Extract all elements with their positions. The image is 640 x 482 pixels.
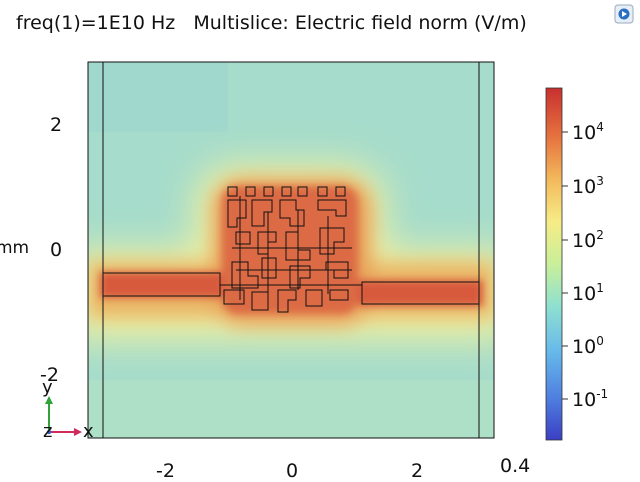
colorbar-label-1e4: 104 <box>572 120 604 144</box>
triad-y-label: y <box>42 377 53 398</box>
field-map <box>88 62 494 438</box>
y-tick-minus-2: -2 <box>40 364 59 386</box>
colorbar-label-1e0: 100 <box>572 334 604 358</box>
geometry-outline <box>87 61 495 439</box>
colorbar-label-1e-1: 10-1 <box>572 387 609 411</box>
triad-x-label: x <box>83 421 94 442</box>
triad-z-label: z <box>43 421 53 442</box>
x-tick-2: 2 <box>411 460 424 482</box>
frequency-label: freq(1)=1E10 Hz <box>16 12 176 34</box>
colorbar <box>545 87 563 441</box>
view-toggle-icon[interactable] <box>614 4 634 24</box>
x-extra-tick: 0.4 <box>500 455 531 477</box>
y-tick-0: 0 <box>50 239 63 261</box>
colorbar-label-1e1: 101 <box>572 281 604 305</box>
axis-triad <box>45 396 82 436</box>
plot-name: Multislice: Electric field norm (V/m) <box>193 12 527 34</box>
plot-title: freq(1)=1E10 Hz Multislice: Electric fie… <box>16 12 527 34</box>
x-tick-minus-2: -2 <box>156 460 175 482</box>
colorbar-ticks <box>562 131 568 400</box>
y-axis-unit: mm <box>0 238 30 258</box>
colorbar-label-1e2: 102 <box>572 228 604 252</box>
y-tick-2: 2 <box>50 114 63 136</box>
colorbar-label-1e3: 103 <box>572 174 604 198</box>
x-tick-0: 0 <box>286 460 299 482</box>
